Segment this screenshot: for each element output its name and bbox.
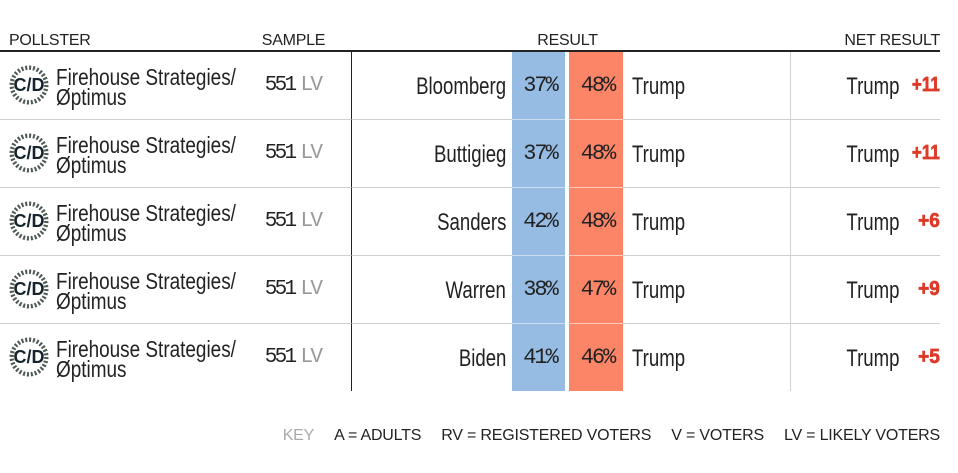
svg-text:C/D: C/D xyxy=(14,75,45,95)
svg-text:C/D: C/D xyxy=(14,143,45,163)
svg-text:C/D: C/D xyxy=(14,279,45,299)
svg-text:C/D: C/D xyxy=(14,211,45,231)
svg-text:C/D: C/D xyxy=(14,347,45,367)
